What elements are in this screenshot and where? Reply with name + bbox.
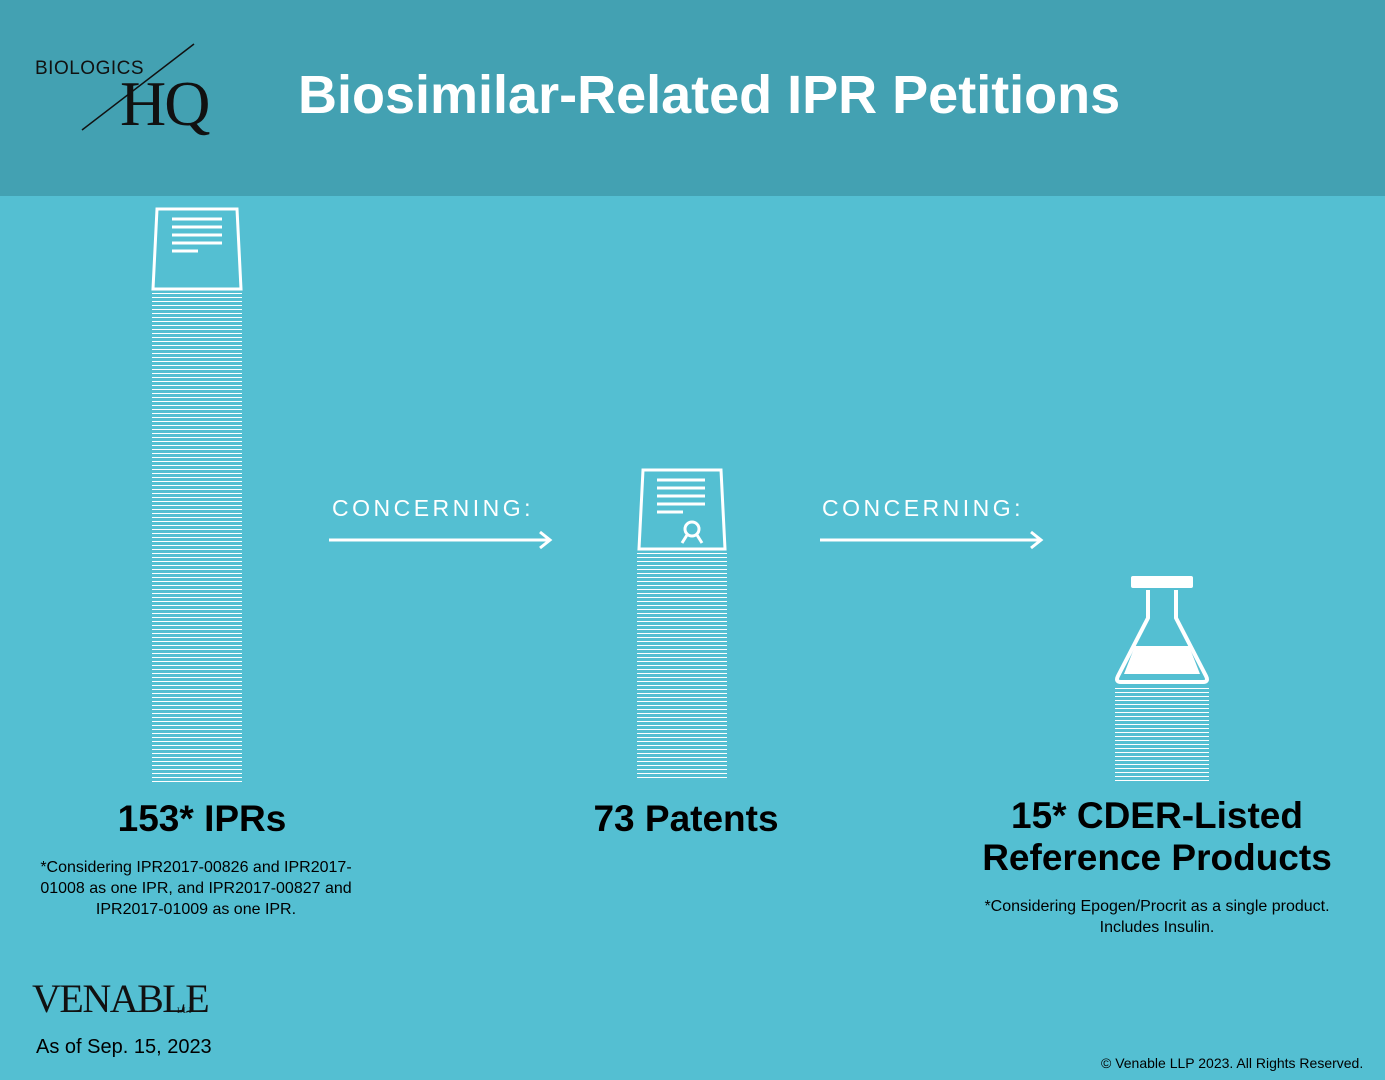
product-footnote: *Considering Epogen/Procrit as a single …	[984, 898, 1330, 936]
ipr-stack	[151, 207, 243, 782]
right-arrow-icon	[329, 530, 553, 550]
product-count: 15* CDER-Listed Reference Products	[982, 795, 1332, 878]
logo-hq-text: HQ	[120, 68, 210, 139]
page-title: Biosimilar-Related IPR Petitions	[298, 65, 1121, 125]
ipr-footnote: *Considering IPR2017-00826 and IPR2017-0…	[40, 859, 352, 918]
ipr-count: 153* IPRs	[117, 798, 287, 839]
ipr-stack-sheets	[152, 293, 242, 782]
patent-stack-sheets	[637, 553, 727, 778]
venable-logo: VENABLE	[32, 976, 210, 1021]
connector-label-2: CONCERNING:	[822, 495, 1025, 521]
header-banner: BIOLOGICS HQ Biosimilar-Related IPR Peti…	[0, 0, 1385, 196]
document-icon	[151, 207, 243, 291]
as-of-date: As of Sep. 15, 2023	[36, 1036, 212, 1058]
product-stack-sheets	[1115, 688, 1209, 781]
flask-icon	[1115, 576, 1209, 684]
logo-biologics-text: BIOLOGICS	[35, 58, 145, 79]
connector-label-1: CONCERNING:	[332, 495, 535, 521]
patent-count: 73 Patents	[593, 798, 779, 839]
logo-slash	[81, 43, 195, 131]
right-arrow-icon	[820, 530, 1044, 550]
patent-certificate-icon	[637, 468, 727, 551]
product-stack	[1115, 576, 1209, 781]
patent-stack	[637, 468, 727, 778]
copyright-notice: © Venable LLP 2023. All Rights Reserved.	[1101, 1055, 1364, 1071]
venable-logo-suffix: LLP	[177, 1006, 195, 1015]
